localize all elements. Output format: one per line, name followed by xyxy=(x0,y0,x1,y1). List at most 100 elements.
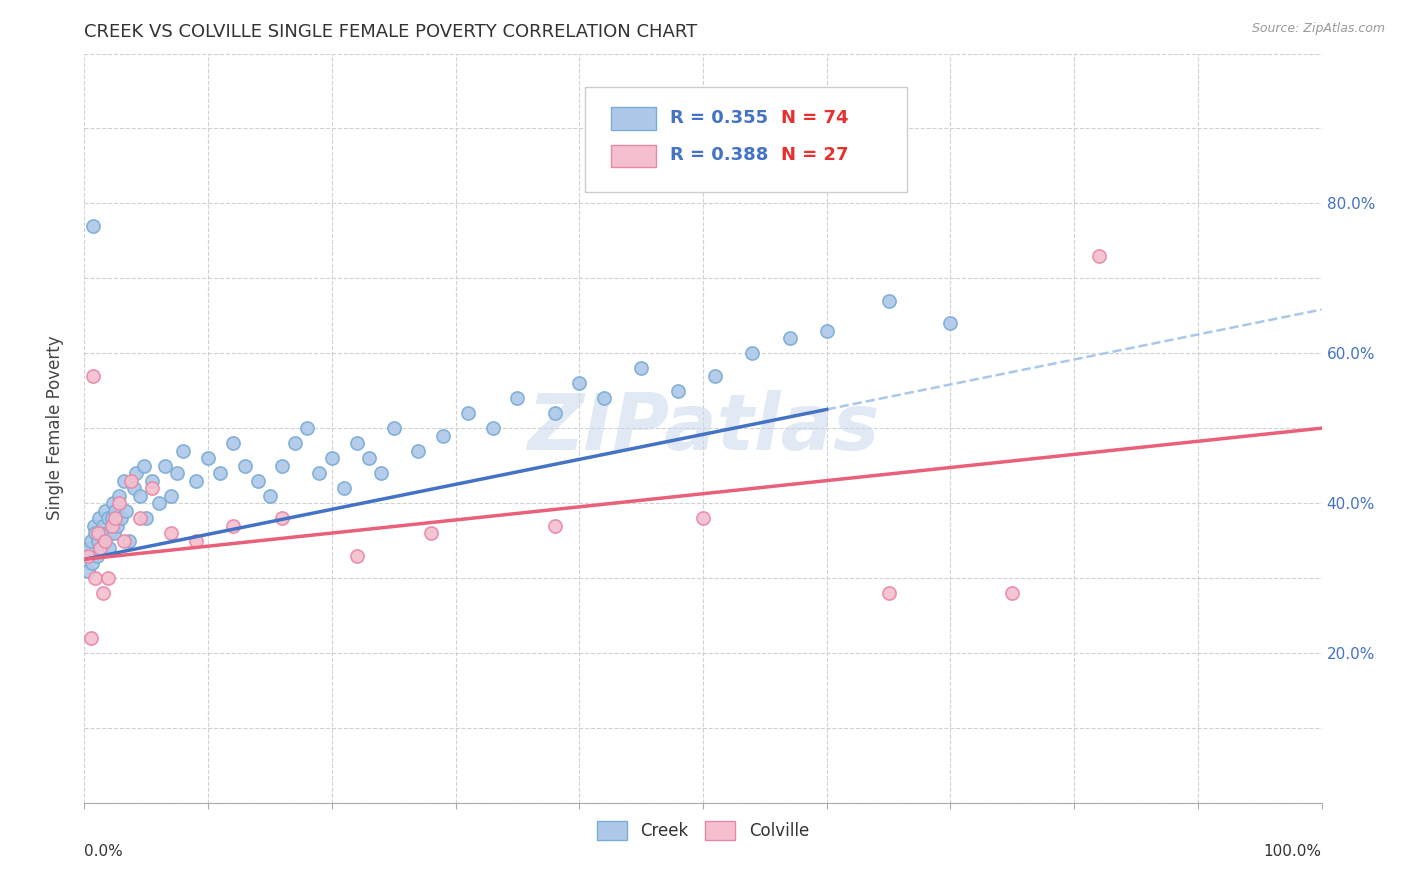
Point xyxy=(83,518,105,533)
Y-axis label: Single Female Poverty: Single Female Poverty xyxy=(45,336,63,520)
Point xyxy=(222,518,245,533)
Point xyxy=(271,511,294,525)
Point xyxy=(82,219,104,233)
Point xyxy=(112,533,135,548)
Point xyxy=(129,511,152,525)
Point xyxy=(91,518,114,533)
Point xyxy=(141,481,163,495)
Point xyxy=(98,526,121,541)
Point xyxy=(96,526,118,541)
Point xyxy=(284,436,307,450)
Point xyxy=(94,533,117,548)
Point xyxy=(148,496,170,510)
Point xyxy=(779,331,801,345)
Point xyxy=(125,466,148,480)
Point xyxy=(160,489,183,503)
Point xyxy=(98,541,121,555)
FancyBboxPatch shape xyxy=(612,107,657,130)
Point xyxy=(132,458,155,473)
Point xyxy=(382,421,405,435)
Point xyxy=(184,474,207,488)
Text: R = 0.355: R = 0.355 xyxy=(669,109,768,127)
Point xyxy=(79,533,101,548)
Point xyxy=(233,458,256,473)
Point xyxy=(593,391,616,405)
Text: ZIPatlas: ZIPatlas xyxy=(527,390,879,467)
Point xyxy=(160,526,183,541)
Text: CREEK VS COLVILLE SINGLE FEMALE POVERTY CORRELATION CHART: CREEK VS COLVILLE SINGLE FEMALE POVERTY … xyxy=(84,23,697,41)
Point xyxy=(77,549,100,563)
Point xyxy=(877,586,900,600)
Point xyxy=(120,474,142,488)
Point xyxy=(1001,586,1024,600)
Text: N = 74: N = 74 xyxy=(780,109,848,127)
Point xyxy=(741,346,763,360)
Point xyxy=(506,391,529,405)
Point xyxy=(333,481,356,495)
Point xyxy=(630,361,652,376)
Point xyxy=(408,443,430,458)
Point xyxy=(97,511,120,525)
Point xyxy=(103,526,125,541)
Point xyxy=(84,526,107,541)
Point xyxy=(346,436,368,450)
Point xyxy=(321,451,343,466)
Point xyxy=(259,489,281,503)
Point xyxy=(93,533,115,548)
Point xyxy=(97,571,120,585)
Point xyxy=(432,428,454,442)
Text: 0.0%: 0.0% xyxy=(84,844,124,859)
Point xyxy=(115,503,138,517)
Point xyxy=(90,541,112,555)
Point xyxy=(100,511,122,525)
Point xyxy=(87,533,110,548)
Point xyxy=(76,549,98,563)
Point xyxy=(184,533,207,548)
Point xyxy=(939,316,962,330)
Point xyxy=(1088,249,1111,263)
Point xyxy=(100,518,122,533)
Point xyxy=(77,564,100,578)
Point xyxy=(101,496,124,510)
Point xyxy=(94,503,117,517)
Point xyxy=(89,541,111,555)
Point xyxy=(141,474,163,488)
Point xyxy=(91,586,114,600)
FancyBboxPatch shape xyxy=(612,145,657,168)
Point xyxy=(80,556,103,570)
Legend: Creek, Colville: Creek, Colville xyxy=(591,814,815,847)
Point xyxy=(166,466,188,480)
Point xyxy=(105,518,128,533)
Text: R = 0.388: R = 0.388 xyxy=(669,146,768,164)
Point xyxy=(877,293,900,308)
Point xyxy=(118,533,141,548)
Point xyxy=(543,406,565,420)
Point xyxy=(112,474,135,488)
Text: 100.0%: 100.0% xyxy=(1264,844,1322,859)
Point xyxy=(568,376,591,391)
Point xyxy=(704,368,727,383)
FancyBboxPatch shape xyxy=(585,87,907,192)
Point xyxy=(271,458,294,473)
Point xyxy=(129,489,152,503)
Point xyxy=(122,481,145,495)
Text: Source: ZipAtlas.com: Source: ZipAtlas.com xyxy=(1251,22,1385,36)
Point xyxy=(481,421,503,435)
Point xyxy=(135,511,157,525)
Point xyxy=(295,421,318,435)
Point xyxy=(87,526,110,541)
Point xyxy=(89,526,111,541)
Point xyxy=(110,511,132,525)
Point xyxy=(222,436,245,450)
Point xyxy=(370,466,392,480)
Point xyxy=(543,518,565,533)
Point xyxy=(197,451,219,466)
Point xyxy=(79,631,101,645)
Point xyxy=(666,384,689,398)
Point xyxy=(209,466,232,480)
Point xyxy=(104,511,127,525)
Point xyxy=(246,474,269,488)
Point xyxy=(82,368,104,383)
Point xyxy=(108,496,131,510)
Point xyxy=(457,406,479,420)
